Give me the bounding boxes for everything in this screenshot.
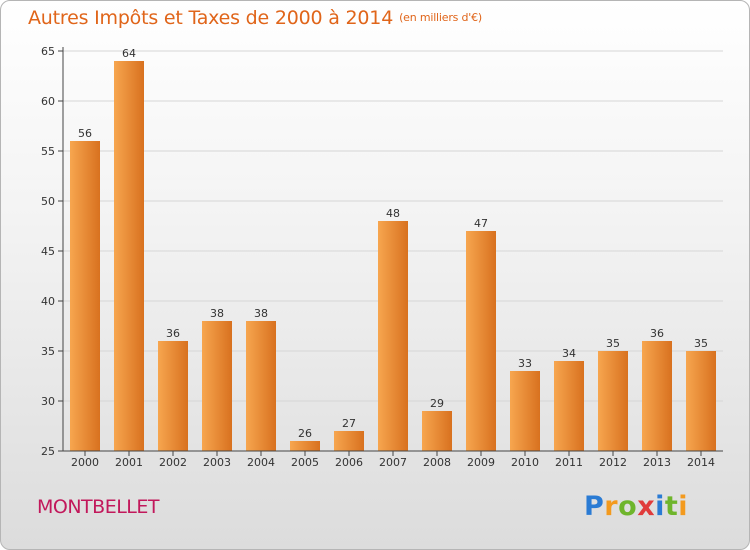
y-tick-label: 25 [41, 445, 55, 458]
bar [510, 371, 540, 451]
bar [378, 221, 408, 451]
x-tick-label: 2012 [599, 456, 627, 469]
x-tick-label: 2007 [379, 456, 407, 469]
bar [422, 411, 452, 451]
data-label: 33 [518, 357, 532, 370]
data-label: 35 [694, 337, 708, 350]
data-label: 38 [210, 307, 224, 320]
logo-letter: i [655, 491, 665, 522]
chart-subtitle: (en milliers d'€) [399, 11, 482, 24]
logo-letter: r [604, 491, 619, 522]
data-label: 48 [386, 207, 400, 220]
bar [202, 321, 232, 451]
logo-letter: i [678, 491, 689, 522]
bar [334, 431, 364, 451]
bar [246, 321, 276, 451]
x-tick-label: 2000 [71, 456, 99, 469]
x-tick-label: 2001 [115, 456, 143, 469]
bar [598, 351, 628, 451]
x-tick-label: 2008 [423, 456, 451, 469]
logo-letter: x [637, 491, 656, 522]
logo-letter: t [664, 491, 679, 522]
logo-letter: o [618, 491, 638, 522]
x-tick-label: 2009 [467, 456, 495, 469]
data-label: 38 [254, 307, 268, 320]
bar [158, 341, 188, 451]
y-tick-label: 60 [41, 95, 55, 108]
chart-title-text: Autres Impôts et Taxes de 2000 à 2014 [28, 7, 394, 29]
x-tick-label: 2002 [159, 456, 187, 469]
x-tick-label: 2010 [511, 456, 539, 469]
city-name: MONTBELLET [37, 496, 160, 518]
data-label: 47 [474, 217, 488, 230]
x-tick-label: 2014 [687, 456, 715, 469]
proxiti-logo: Proxiti [584, 491, 688, 522]
bar [290, 441, 320, 451]
x-tick-label: 2006 [335, 456, 363, 469]
data-label: 56 [78, 127, 92, 140]
bars [70, 61, 716, 451]
x-tick-label: 2005 [291, 456, 319, 469]
y-tick-label: 30 [41, 395, 55, 408]
bar [70, 141, 100, 451]
x-tick-label: 2004 [247, 456, 275, 469]
data-label: 34 [562, 347, 576, 360]
labels: 25 30 35 40 45 50 55 60 65 56 2000 64 2001 36 2002 38 20… [41, 45, 715, 469]
y-tick-label: 45 [41, 245, 55, 258]
logo-letter: P [584, 491, 605, 522]
data-label: 29 [430, 397, 444, 410]
x-tick-label: 2011 [555, 456, 583, 469]
bar [466, 231, 496, 451]
bar [642, 341, 672, 451]
data-label: 64 [122, 47, 136, 60]
bar [114, 61, 144, 451]
y-tick-label: 35 [41, 345, 55, 358]
y-tick-label: 40 [41, 295, 55, 308]
y-tick-label: 50 [41, 195, 55, 208]
data-label: 36 [166, 327, 180, 340]
axes [58, 47, 723, 456]
y-tick-label: 65 [41, 45, 55, 58]
data-label: 27 [342, 417, 356, 430]
x-tick-label: 2013 [643, 456, 671, 469]
bar [686, 351, 716, 451]
data-label: 36 [650, 327, 664, 340]
data-label: 26 [298, 427, 312, 440]
data-label: 35 [606, 337, 620, 350]
chart-title: Autres Impôts et Taxes de 2000 à 2014 (en… [28, 7, 482, 29]
x-tick-label: 2003 [203, 456, 231, 469]
y-tick-label: 55 [41, 145, 55, 158]
bar [554, 361, 584, 451]
